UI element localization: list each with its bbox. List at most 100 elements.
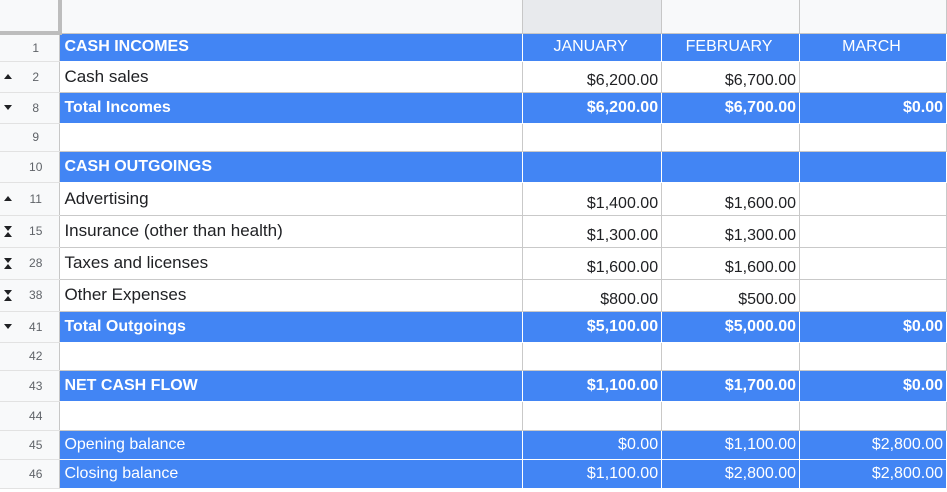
row-number: 46	[29, 466, 43, 481]
triangle-down-icon	[4, 225, 12, 231]
cell-b2[interactable]: $6,200.00	[522, 61, 663, 93]
expand-group-icon[interactable]	[4, 193, 12, 205]
cell-d45[interactable]: $2,800.00	[799, 430, 947, 460]
cell-d11[interactable]	[799, 182, 947, 216]
cell-b44[interactable]	[522, 401, 663, 431]
row-header[interactable]: 28	[0, 247, 61, 280]
cell-d15[interactable]	[799, 215, 947, 248]
cell-a2[interactable]: Cash sales	[59, 61, 524, 93]
cell-c8[interactable]: $6,700.00	[661, 92, 801, 124]
cell-d46[interactable]: $2,800.00	[799, 459, 947, 489]
cell-c2[interactable]: $6,700.00	[661, 61, 801, 93]
triangle-up-icon	[4, 74, 12, 79]
row-header[interactable]: 45	[0, 430, 61, 460]
cell-b8[interactable]: $6,200.00	[522, 92, 663, 124]
cell-b38[interactable]: $800.00	[522, 279, 663, 312]
cell-d44[interactable]	[799, 401, 947, 431]
row-number: 43	[29, 378, 43, 393]
row-header[interactable]: 15	[0, 215, 61, 248]
cell-b11[interactable]: $1,400.00	[522, 182, 663, 216]
column-header-b[interactable]	[522, 0, 663, 34]
sheet-row: 1 CASH INCOMES JANUARY FEBRUARY MARCH	[0, 33, 947, 62]
row-header[interactable]: 1	[0, 33, 61, 62]
cell-b9[interactable]	[522, 123, 663, 152]
cell-a28[interactable]: Taxes and licenses	[59, 247, 524, 280]
row-header[interactable]: 9	[0, 123, 61, 152]
cell-a8[interactable]: Total Incomes	[59, 92, 524, 124]
cell-a10[interactable]: CASH OUTGOINGS	[59, 151, 524, 183]
sheet-row: 46 Closing balance $1,100.00 $2,800.00 $2,80…	[0, 459, 947, 489]
cell-c10[interactable]	[661, 151, 801, 183]
group-toggle-icon[interactable]	[4, 225, 12, 237]
row-number: 10	[29, 159, 43, 174]
cell-c1[interactable]: FEBRUARY	[661, 33, 801, 62]
cell-c28[interactable]: $1,600.00	[661, 247, 801, 280]
column-header-a[interactable]	[59, 0, 524, 34]
cell-b28[interactable]: $1,600.00	[522, 247, 663, 280]
collapse-group-icon[interactable]	[4, 102, 12, 114]
row-header[interactable]: 10	[0, 151, 61, 183]
cell-d9[interactable]	[799, 123, 947, 152]
cell-a1[interactable]: CASH INCOMES	[59, 33, 524, 62]
row-number: 11	[29, 191, 42, 206]
cell-c45[interactable]: $1,100.00	[661, 430, 801, 460]
cell-a42[interactable]	[59, 342, 524, 371]
row-header[interactable]: 8	[0, 92, 61, 124]
collapse-group-icon[interactable]	[4, 321, 12, 333]
row-header[interactable]: 11	[0, 182, 61, 216]
cell-b43[interactable]: $1,100.00	[522, 370, 663, 402]
cell-c46[interactable]: $2,800.00	[661, 459, 801, 489]
cell-a44[interactable]	[59, 401, 524, 431]
row-header[interactable]: 46	[0, 459, 61, 489]
cell-a41[interactable]: Total Outgoings	[59, 311, 524, 343]
sheet-row: 43 NET CASH FLOW $1,100.00 $1,700.00 $0.00	[0, 370, 947, 402]
row-header[interactable]: 43	[0, 370, 61, 402]
cell-d43[interactable]: $0.00	[799, 370, 947, 402]
cell-b41[interactable]: $5,100.00	[522, 311, 663, 343]
select-all-corner[interactable]	[0, 0, 62, 35]
cell-d41[interactable]: $0.00	[799, 311, 947, 343]
cell-a45[interactable]: Opening balance	[59, 430, 524, 460]
cell-a11[interactable]: Advertising	[59, 182, 524, 216]
cell-b1[interactable]: JANUARY	[522, 33, 663, 62]
cell-b45[interactable]: $0.00	[522, 430, 663, 460]
cell-d38[interactable]	[799, 279, 947, 312]
cell-c41[interactable]: $5,000.00	[661, 311, 801, 343]
triangle-up-icon	[4, 196, 12, 201]
cell-a43[interactable]: NET CASH FLOW	[59, 370, 524, 402]
row-header[interactable]: 42	[0, 342, 61, 371]
cell-b15[interactable]: $1,300.00	[522, 215, 663, 248]
row-header[interactable]: 2	[0, 61, 61, 93]
row-header[interactable]: 41	[0, 311, 61, 343]
cell-d10[interactable]	[799, 151, 947, 183]
cell-d8[interactable]: $0.00	[799, 92, 947, 124]
column-header-d[interactable]	[799, 0, 947, 34]
row-header[interactable]: 38	[0, 279, 61, 312]
cell-a9[interactable]	[59, 123, 524, 152]
expand-group-icon[interactable]	[4, 71, 12, 83]
group-toggle-icon[interactable]	[4, 257, 12, 269]
cell-d2[interactable]	[799, 61, 947, 93]
cell-b10[interactable]	[522, 151, 663, 183]
cell-b46[interactable]: $1,100.00	[522, 459, 663, 489]
row-number: 8	[32, 100, 40, 115]
cell-c43[interactable]: $1,700.00	[661, 370, 801, 402]
cell-c44[interactable]	[661, 401, 801, 431]
group-toggle-icon[interactable]	[4, 289, 12, 301]
cell-a46[interactable]: Closing balance	[59, 459, 524, 489]
triangle-up-icon	[4, 263, 12, 269]
cell-c42[interactable]	[661, 342, 801, 371]
cell-d42[interactable]	[799, 342, 947, 371]
column-header-c[interactable]	[661, 0, 801, 34]
cell-b42[interactable]	[522, 342, 663, 371]
cell-a38[interactable]: Other Expenses	[59, 279, 524, 312]
row-number: 2	[32, 69, 40, 84]
cell-c15[interactable]: $1,300.00	[661, 215, 801, 248]
row-header[interactable]: 44	[0, 401, 61, 431]
cell-a15[interactable]: Insurance (other than health)	[59, 215, 524, 248]
cell-c38[interactable]: $500.00	[661, 279, 801, 312]
cell-d28[interactable]	[799, 247, 947, 280]
cell-d1[interactable]: MARCH	[799, 33, 947, 62]
cell-c9[interactable]	[661, 123, 801, 152]
cell-c11[interactable]: $1,600.00	[661, 182, 801, 216]
